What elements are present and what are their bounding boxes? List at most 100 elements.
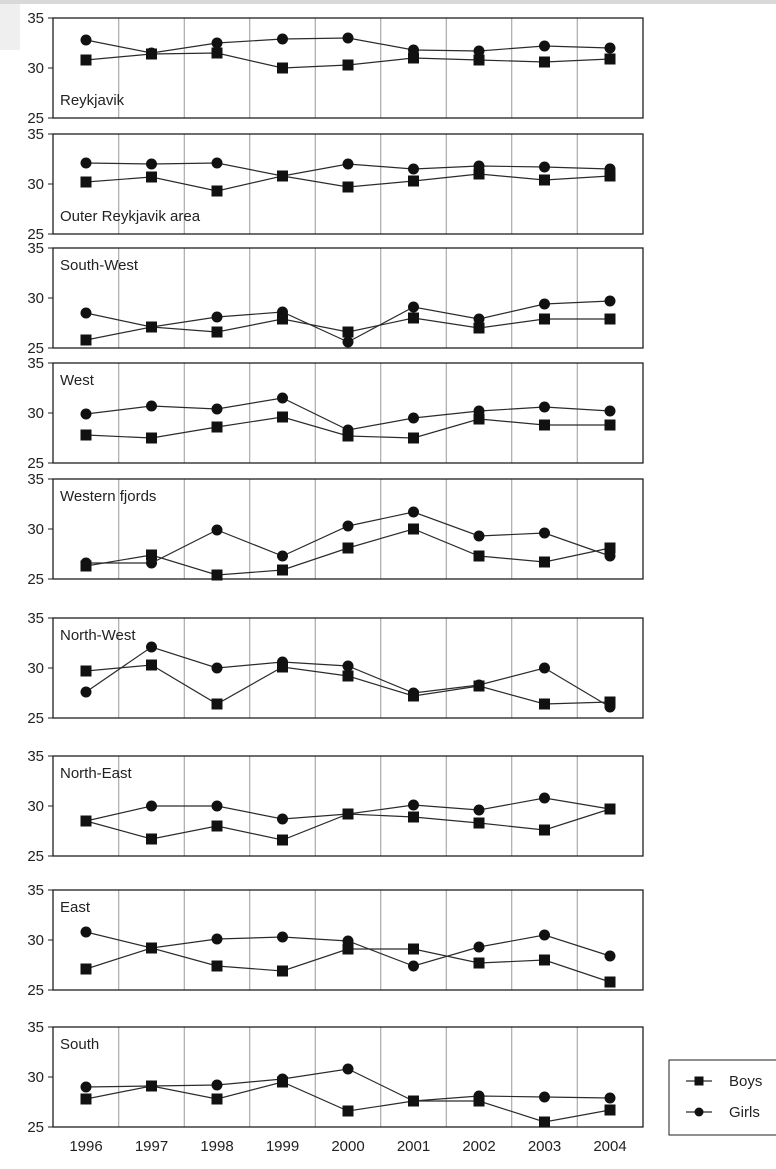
girls-point: [408, 301, 419, 313]
y-tick-label: 25: [27, 848, 44, 865]
girls-point: [146, 1080, 157, 1092]
boys-point: [342, 59, 354, 71]
boys-point: [146, 432, 157, 444]
girls-point: [539, 298, 550, 310]
girls-point: [277, 550, 288, 562]
y-tick-label: 35: [27, 1019, 44, 1036]
girls-point: [146, 641, 157, 653]
girls-point: [473, 941, 485, 953]
y-tick-label: 25: [27, 571, 44, 588]
y-tick-label: 25: [27, 455, 44, 472]
boys-point: [146, 549, 157, 561]
girls-point: [408, 506, 419, 518]
x-tick-label: 2000: [331, 1138, 364, 1155]
girls-point: [211, 1079, 223, 1091]
y-tick-label: 30: [27, 932, 44, 949]
girls-point: [277, 170, 288, 182]
girls-point: [539, 792, 550, 804]
girls-point: [146, 158, 157, 170]
boys-point: [408, 523, 419, 535]
y-tick-label: 30: [27, 660, 44, 677]
boys-point: [604, 1104, 616, 1116]
y-tick-label: 30: [27, 176, 44, 193]
boys-point: [342, 181, 354, 193]
girls-point: [146, 942, 157, 954]
panel-title: North-East: [60, 765, 133, 782]
boys-point: [211, 820, 223, 832]
girls-point: [211, 157, 223, 169]
girls-point: [408, 163, 419, 175]
panel-title: West: [60, 372, 95, 389]
boys-point: [211, 1093, 223, 1105]
girls-point: [211, 37, 223, 49]
girls-point: [539, 662, 550, 674]
girls-point: [473, 405, 485, 417]
panel-west: 25 30 35 West: [27, 355, 644, 472]
y-tick-label: 35: [27, 355, 44, 372]
girls-point: [539, 929, 550, 941]
panel-north-west: 25 30 35 North-West: [27, 610, 644, 727]
legend-circle-marker: [694, 1107, 704, 1117]
girls-point: [146, 557, 157, 569]
girls-point: [539, 1091, 550, 1103]
girls-point: [408, 1095, 419, 1107]
boys-point: [342, 430, 354, 442]
y-tick-label: 25: [27, 710, 44, 727]
boys-point: [539, 556, 550, 568]
y-tick-label: 30: [27, 290, 44, 307]
girls-point: [146, 47, 157, 59]
x-tick-label: 1997: [135, 1138, 168, 1155]
boys-point: [473, 168, 485, 180]
x-tick-label: 1999: [266, 1138, 299, 1155]
boys-point: [408, 811, 419, 823]
y-tick-label: 35: [27, 882, 44, 899]
girls-point: [408, 799, 419, 811]
panel-title: Outer Reykjavik area: [60, 208, 201, 225]
y-tick-label: 25: [27, 340, 44, 357]
y-tick-label: 35: [27, 471, 44, 488]
girls-point: [211, 311, 223, 323]
panel-south: 25 30 35 South: [27, 1019, 644, 1136]
x-tick-label: 2002: [462, 1138, 495, 1155]
boys-point: [80, 334, 92, 346]
boys-point: [604, 53, 616, 65]
y-tick-label: 35: [27, 748, 44, 765]
y-tick-label: 30: [27, 1069, 44, 1086]
girls-point: [211, 800, 223, 812]
panel-north-east: 25 30 35 North-East: [27, 748, 644, 865]
boys-point: [277, 313, 288, 325]
girls-point: [80, 1081, 92, 1093]
girls-point: [80, 408, 92, 420]
boys-point: [473, 817, 485, 829]
girls-point: [342, 1063, 354, 1075]
boys-point: [342, 670, 354, 682]
panel-title: North-West: [60, 627, 136, 644]
girls-point: [211, 403, 223, 415]
girls-point: [604, 163, 616, 175]
boys-point: [539, 698, 550, 710]
girls-point: [342, 935, 354, 947]
girls-point: [408, 412, 419, 424]
panel-title: Western fjords: [60, 488, 156, 505]
legend-label: Girls: [729, 1104, 760, 1121]
girls-point: [473, 804, 485, 816]
girls-point: [277, 306, 288, 318]
girls-point: [539, 401, 550, 413]
boys-point: [277, 62, 288, 74]
girls-point: [146, 400, 157, 412]
boys-point: [473, 957, 485, 969]
girls-point: [604, 950, 616, 962]
girls-point: [277, 931, 288, 943]
panel-south-west: 25 30 35 South-West: [27, 240, 644, 357]
y-tick-label: 25: [27, 1119, 44, 1136]
girls-point: [604, 550, 616, 562]
panel-reykjavik: 25 30 35 Reykjavik: [27, 10, 644, 127]
boys-point: [539, 1116, 550, 1128]
y-tick-label: 35: [27, 126, 44, 143]
boys-point: [539, 174, 550, 186]
girls-point: [473, 679, 485, 691]
boys-point: [211, 960, 223, 972]
legend-square-marker: [694, 1076, 704, 1086]
boys-point: [277, 834, 288, 846]
